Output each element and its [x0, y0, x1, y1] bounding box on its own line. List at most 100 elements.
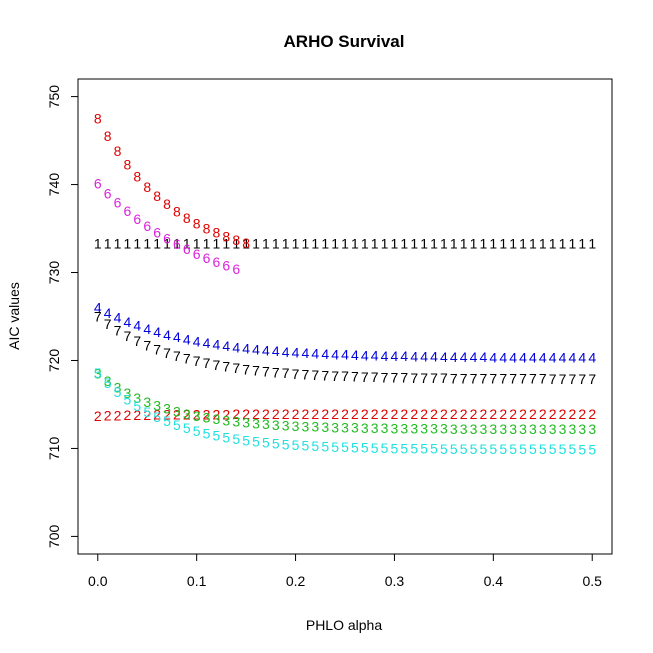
data-point: 4: [124, 314, 132, 330]
data-point: 7: [94, 309, 102, 325]
data-point: 3: [578, 421, 586, 437]
data-point: 1: [381, 235, 389, 251]
data-point: 6: [222, 258, 230, 274]
x-tick-label: 0.3: [385, 573, 405, 589]
data-point: 5: [588, 441, 596, 457]
data-point: 7: [549, 371, 557, 387]
data-point: 6: [104, 186, 112, 202]
data-point: 2: [460, 406, 468, 422]
data-point: 7: [440, 370, 448, 386]
data-point: 1: [203, 235, 211, 251]
data-point: 3: [153, 398, 161, 414]
data-point: 5: [539, 441, 547, 457]
data-point: 3: [331, 419, 339, 435]
data-point: 2: [391, 406, 399, 422]
data-point: 1: [460, 235, 468, 251]
data-point: 4: [361, 347, 369, 363]
data-point: 4: [262, 342, 270, 358]
data-point: 1: [232, 235, 240, 251]
data-point: 4: [509, 349, 517, 365]
data-point: 1: [549, 235, 557, 251]
data-point: 4: [163, 327, 171, 343]
data-point: 4: [559, 350, 567, 366]
data-point: 7: [321, 367, 329, 383]
data-point: 4: [252, 341, 260, 357]
data-point: 5: [499, 441, 507, 457]
data-point: 3: [143, 394, 151, 410]
data-point: 2: [232, 406, 240, 422]
data-point: 2: [183, 406, 191, 422]
data-point: 7: [391, 369, 399, 385]
data-point: 5: [292, 437, 300, 453]
data-point: 2: [470, 406, 478, 422]
data-point: 1: [361, 235, 369, 251]
data-point: 4: [450, 349, 458, 365]
data-point: 3: [183, 406, 191, 422]
data-point: 2: [549, 406, 557, 422]
data-point: 2: [321, 406, 329, 422]
data-point: 1: [410, 235, 418, 251]
data-point: 4: [203, 335, 211, 351]
data-point: 2: [311, 406, 319, 422]
data-point: 1: [400, 235, 408, 251]
data-point: 4: [104, 305, 112, 321]
data-point: 8: [183, 210, 191, 226]
data-point: 3: [133, 390, 141, 406]
data-point: 3: [420, 421, 428, 437]
data-point: 6: [232, 261, 240, 277]
data-point: 7: [489, 371, 497, 387]
data-point: 7: [588, 371, 596, 387]
data-point: 3: [242, 415, 250, 431]
data-point: 2: [341, 406, 349, 422]
data-point: 3: [549, 421, 557, 437]
data-point: 2: [242, 406, 250, 422]
data-point: 2: [163, 407, 171, 423]
y-tick-label: 730: [46, 261, 62, 285]
data-point: 1: [529, 235, 537, 251]
data-point: 7: [470, 370, 478, 386]
data-point: 3: [489, 421, 497, 437]
data-point: 4: [183, 331, 191, 347]
data-point: 2: [400, 406, 408, 422]
data-point: 1: [94, 235, 102, 251]
data-point: 3: [470, 421, 478, 437]
data-point: 4: [173, 329, 181, 345]
data-point: 1: [559, 235, 567, 251]
chart-title: ARHO Survival: [284, 32, 405, 51]
data-point: 2: [559, 406, 567, 422]
data-point: 7: [361, 369, 369, 385]
data-point: 3: [213, 411, 221, 427]
data-point: 8: [222, 229, 230, 245]
data-point: 5: [272, 435, 280, 451]
data-point: 4: [420, 349, 428, 365]
data-point: 1: [321, 235, 329, 251]
data-point: 1: [480, 235, 488, 251]
data-point: 8: [232, 232, 240, 248]
data-point: 7: [114, 322, 122, 338]
data-point: 1: [262, 235, 270, 251]
data-point: 7: [272, 364, 280, 380]
y-tick-label: 700: [46, 525, 62, 549]
data-point: 1: [450, 235, 458, 251]
data-point: 2: [104, 408, 112, 424]
data-point: 3: [302, 418, 310, 434]
data-point: 3: [163, 401, 171, 417]
data-point: 2: [509, 406, 517, 422]
data-point: 8: [203, 220, 211, 236]
y-tick-label: 740: [46, 173, 62, 197]
data-point: 7: [559, 371, 567, 387]
data-point: 3: [381, 420, 389, 436]
data-point: 5: [391, 440, 399, 456]
data-point: 5: [371, 440, 379, 456]
data-point: 1: [282, 235, 290, 251]
data-point: 1: [104, 235, 112, 251]
data-point: 1: [163, 235, 171, 251]
data-point: 7: [203, 355, 211, 371]
data-point: 5: [480, 441, 488, 457]
data-point: 7: [480, 370, 488, 386]
data-point: 3: [321, 419, 329, 435]
data-point: 1: [509, 235, 517, 251]
